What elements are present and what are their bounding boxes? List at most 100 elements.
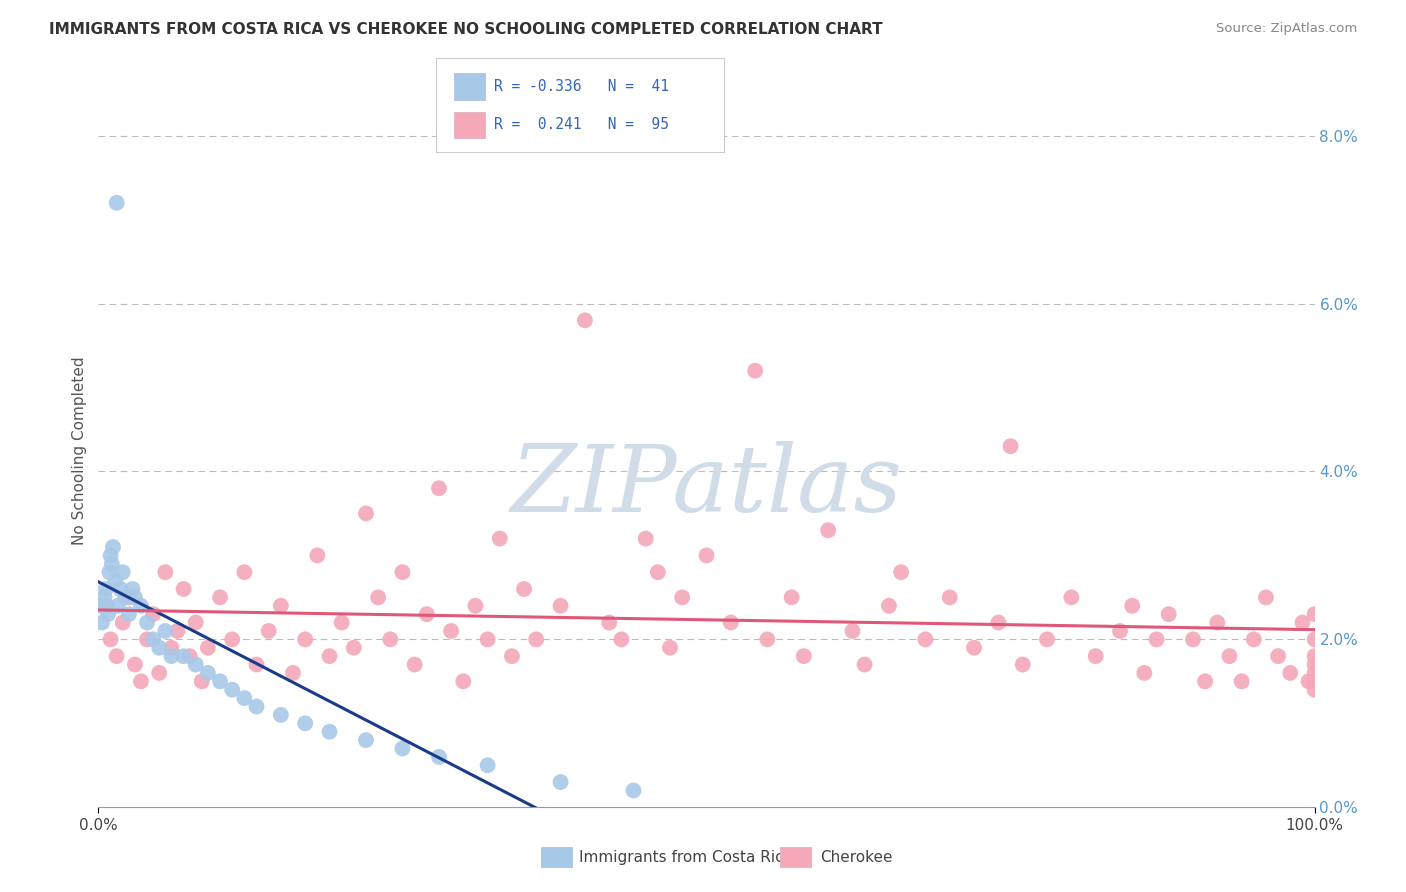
- Point: [756, 632, 779, 647]
- Point: [1298, 674, 1320, 689]
- Point: [1230, 674, 1253, 689]
- Point: [91, 615, 114, 630]
- Point: [1000, 439, 1022, 453]
- Point: [155, 565, 177, 579]
- Point: [488, 532, 510, 546]
- Point: [1011, 657, 1033, 672]
- Point: [513, 582, 536, 596]
- Point: [94, 582, 117, 596]
- Point: [160, 649, 183, 664]
- Point: [136, 615, 159, 630]
- Point: [197, 640, 219, 655]
- Point: [391, 741, 413, 756]
- Point: [101, 557, 124, 571]
- Point: [1157, 607, 1180, 622]
- Point: [114, 591, 136, 605]
- Text: R =  0.241   N =  95: R = 0.241 N = 95: [494, 118, 668, 132]
- Point: [173, 649, 195, 664]
- Point: [671, 591, 693, 605]
- Point: [160, 640, 183, 655]
- Point: [427, 481, 450, 495]
- Point: [148, 665, 170, 680]
- Point: [647, 565, 669, 579]
- Point: [1133, 665, 1156, 680]
- Point: [623, 783, 645, 797]
- Point: [166, 624, 188, 638]
- Point: [1182, 632, 1205, 647]
- Point: [1303, 665, 1326, 680]
- Point: [634, 532, 657, 546]
- Point: [233, 691, 256, 706]
- Point: [550, 599, 572, 613]
- Point: [233, 565, 256, 579]
- Point: [155, 624, 177, 638]
- Point: [121, 582, 143, 596]
- Point: [136, 632, 159, 647]
- Point: [142, 607, 165, 622]
- Point: [501, 649, 523, 664]
- Point: [987, 615, 1010, 630]
- Point: [281, 665, 304, 680]
- Point: [659, 640, 682, 655]
- Point: [89, 599, 111, 613]
- Point: [105, 649, 128, 664]
- Point: [1194, 674, 1216, 689]
- Point: [142, 632, 165, 647]
- Point: [1303, 607, 1326, 622]
- Point: [118, 591, 141, 605]
- Point: [343, 640, 366, 655]
- Point: [963, 640, 986, 655]
- Point: [404, 657, 426, 672]
- Point: [318, 649, 340, 664]
- Point: [1036, 632, 1059, 647]
- Point: [453, 674, 475, 689]
- Text: Cherokee: Cherokee: [820, 850, 893, 864]
- Point: [1303, 649, 1326, 664]
- Point: [853, 657, 876, 672]
- Point: [97, 607, 120, 622]
- Point: [96, 599, 118, 613]
- Text: R = -0.336   N =  41: R = -0.336 N = 41: [494, 79, 668, 94]
- Point: [100, 632, 122, 647]
- Point: [307, 549, 329, 563]
- Point: [574, 313, 596, 327]
- Point: [477, 632, 499, 647]
- Point: [93, 591, 115, 605]
- Point: [105, 195, 128, 210]
- Point: [391, 565, 413, 579]
- Point: [197, 665, 219, 680]
- Point: [184, 615, 207, 630]
- Point: [1109, 624, 1132, 638]
- Point: [1303, 657, 1326, 672]
- Point: [257, 624, 280, 638]
- Point: [1243, 632, 1265, 647]
- Point: [318, 724, 340, 739]
- Text: IMMIGRANTS FROM COSTA RICA VS CHEROKEE NO SCHOOLING COMPLETED CORRELATION CHART: IMMIGRANTS FROM COSTA RICA VS CHEROKEE N…: [49, 22, 883, 37]
- Point: [100, 549, 122, 563]
- Text: Source: ZipAtlas.com: Source: ZipAtlas.com: [1216, 22, 1357, 36]
- Point: [416, 607, 439, 622]
- Point: [330, 615, 353, 630]
- Point: [173, 582, 195, 596]
- Point: [148, 640, 170, 655]
- Point: [780, 591, 803, 605]
- Point: [598, 615, 620, 630]
- Point: [841, 624, 863, 638]
- Point: [245, 657, 267, 672]
- Point: [720, 615, 742, 630]
- Point: [110, 582, 132, 596]
- Point: [209, 674, 232, 689]
- Point: [111, 565, 134, 579]
- Point: [890, 565, 912, 579]
- Point: [179, 649, 201, 664]
- Point: [1206, 615, 1229, 630]
- Point: [1121, 599, 1143, 613]
- Point: [550, 775, 572, 789]
- Point: [221, 682, 243, 697]
- Point: [817, 523, 839, 537]
- Point: [1303, 632, 1326, 647]
- Point: [1279, 665, 1302, 680]
- Point: [1267, 649, 1289, 664]
- Point: [914, 632, 936, 647]
- Point: [744, 364, 766, 378]
